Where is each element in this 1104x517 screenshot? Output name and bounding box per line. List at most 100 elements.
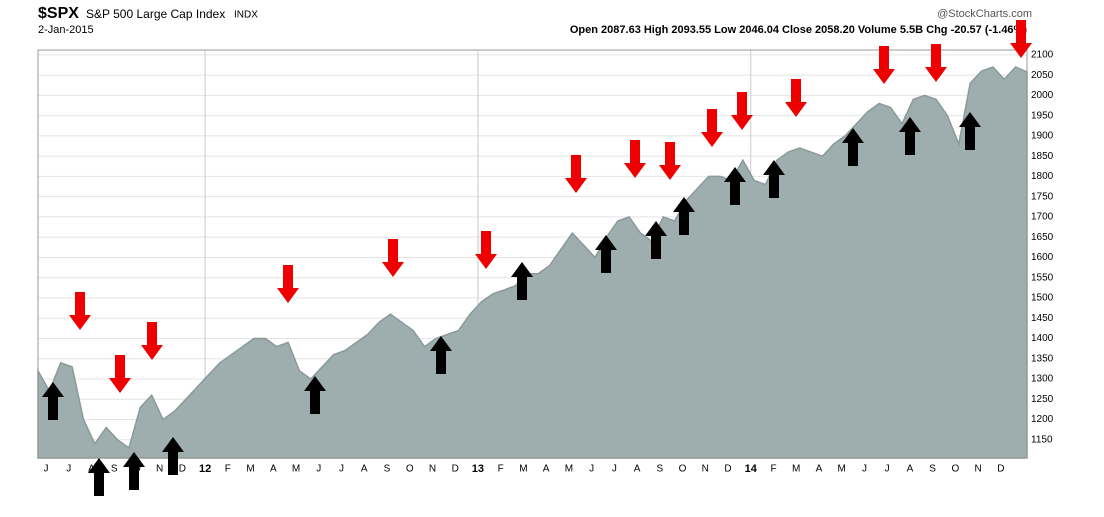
up-arrow [162, 437, 184, 475]
x-tick-label: M [565, 464, 573, 475]
y-tick-label: 1350 [1031, 353, 1054, 364]
date: 2-Jan-2015 [38, 24, 94, 36]
x-tick-label: M [792, 464, 800, 475]
x-tick-label: F [498, 464, 504, 475]
y-tick-label: 1850 [1031, 151, 1054, 162]
y-tick-label: 1750 [1031, 191, 1054, 202]
down-arrow [624, 140, 646, 178]
x-tick-label: M [519, 464, 527, 475]
x-tick-label: D [997, 464, 1004, 475]
x-tick-label: 13 [472, 463, 484, 475]
x-tick-label: F [770, 464, 776, 475]
x-tick-label: M [246, 464, 254, 475]
x-tick-label: J [862, 464, 867, 475]
x-tick-label: A [361, 464, 368, 475]
x-tick-label: J [612, 464, 617, 475]
quote: Open 2087.63 High 2093.55 Low 2046.04 Cl… [570, 24, 1027, 36]
down-arrow [873, 46, 895, 84]
down-arrow [785, 79, 807, 117]
x-tick-label: N [156, 464, 163, 475]
y-tick-label: 1900 [1031, 131, 1054, 142]
source: @StockCharts.com [937, 8, 1032, 20]
up-arrow [123, 452, 145, 490]
y-tick-label: 2100 [1031, 50, 1054, 61]
x-tick-label: O [679, 464, 687, 475]
x-tick-label: D [724, 464, 731, 475]
down-arrow [109, 355, 131, 393]
down-arrow [701, 109, 723, 147]
up-arrow [645, 221, 667, 259]
x-tick-label: N [429, 464, 436, 475]
x-tick-label: F [225, 464, 231, 475]
x-tick-label: O [406, 464, 414, 475]
y-tick-label: 2050 [1031, 70, 1054, 81]
down-arrow [382, 239, 404, 277]
up-arrow [724, 167, 746, 205]
x-tick-label: S [656, 464, 663, 475]
y-tick-label: 1650 [1031, 232, 1054, 243]
y-tick-label: 1250 [1031, 394, 1054, 405]
down-arrow [731, 92, 753, 130]
down-arrow [69, 292, 91, 330]
y-tick-label: 1500 [1031, 293, 1054, 304]
x-tick-label: N [975, 464, 982, 475]
x-tick-label: A [816, 464, 823, 475]
up-arrow [673, 197, 695, 235]
y-tick-label: 1550 [1031, 272, 1054, 283]
up-arrow [899, 117, 921, 155]
up-arrow [42, 382, 64, 420]
x-tick-label: J [885, 464, 890, 475]
x-tick-label: J [589, 464, 594, 475]
x-tick-label: J [316, 464, 321, 475]
x-tick-label: 12 [199, 463, 211, 475]
x-tick-label: S [929, 464, 936, 475]
chart-subtitle: S&P 500 Large Cap Index [86, 7, 225, 21]
x-tick-label: A [634, 464, 641, 475]
x-tick-label: S [111, 464, 118, 475]
chart-title: $SPX [38, 5, 79, 22]
down-arrow [141, 322, 163, 360]
y-tick-label: 1700 [1031, 212, 1054, 223]
x-tick-label: M [292, 464, 300, 475]
down-arrow [925, 44, 947, 82]
exchange: INDX [234, 10, 258, 21]
x-tick-label: J [339, 464, 344, 475]
y-tick-label: 2000 [1031, 90, 1054, 101]
x-tick-label: M [838, 464, 846, 475]
y-tick-label: 1400 [1031, 333, 1054, 344]
x-tick-label: D [179, 464, 186, 475]
x-tick-label: J [66, 464, 71, 475]
x-tick-label: O [951, 464, 959, 475]
up-arrow [842, 128, 864, 166]
y-tick-label: 1150 [1031, 434, 1053, 445]
up-arrow [304, 376, 326, 414]
x-tick-label: N [702, 464, 709, 475]
x-tick-label: D [452, 464, 459, 475]
plot-border [37, 49, 1028, 459]
x-tick-label: J [43, 464, 48, 475]
x-tick-label: A [907, 464, 914, 475]
x-tick-label: A [270, 464, 277, 475]
up-arrow [88, 458, 110, 496]
x-tick-label: S [384, 464, 391, 475]
up-arrow [511, 262, 533, 300]
down-arrow [277, 265, 299, 303]
up-arrow [595, 235, 617, 273]
up-arrow [430, 336, 452, 374]
up-arrow [959, 112, 981, 150]
down-arrow [1010, 20, 1032, 58]
y-tick-label: 1300 [1031, 374, 1054, 385]
y-tick-label: 1600 [1031, 252, 1054, 263]
area [37, 66, 1028, 459]
y-tick-label: 1950 [1031, 110, 1054, 121]
x-tick-label: A [543, 464, 550, 475]
down-arrow [565, 155, 587, 193]
up-arrow [763, 160, 785, 198]
down-arrow [475, 231, 497, 269]
y-tick-label: 1450 [1031, 313, 1054, 324]
x-tick-label: 14 [745, 463, 758, 475]
down-arrow [659, 142, 681, 180]
y-tick-label: 1200 [1031, 414, 1054, 425]
y-tick-label: 1800 [1031, 171, 1054, 182]
